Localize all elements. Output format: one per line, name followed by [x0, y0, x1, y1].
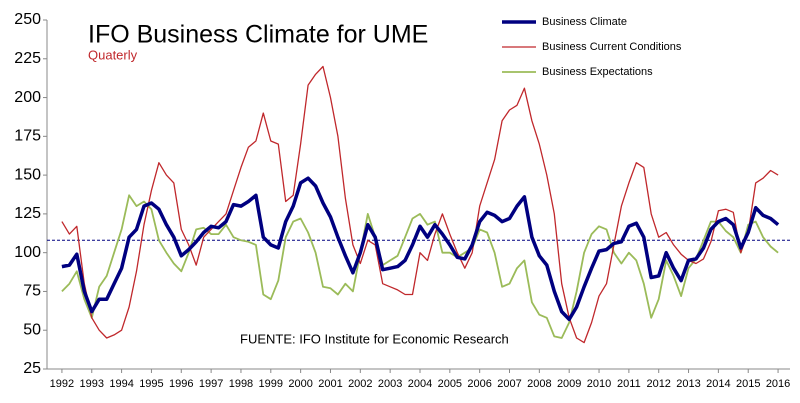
- x-tick-label: 1992: [50, 378, 74, 390]
- legend-label: Business Current Conditions: [542, 41, 682, 53]
- x-tick-label: 1994: [109, 378, 133, 390]
- y-tick-label: 175: [14, 128, 41, 145]
- x-tick-label: 2001: [318, 378, 342, 390]
- chart-subtitle: Quaterly: [88, 47, 138, 62]
- x-tick-label: 2011: [617, 378, 641, 390]
- y-tick-label: 125: [14, 205, 41, 222]
- chart-title: IFO Business Climate for UME: [88, 21, 428, 49]
- x-tick-label: 1993: [80, 378, 104, 390]
- x-tick-label: 2016: [766, 378, 790, 390]
- y-tick-label: 50: [23, 321, 41, 338]
- x-tick-label: 1996: [169, 378, 193, 390]
- series-line: [61, 194, 779, 339]
- y-tick-label: 150: [14, 166, 41, 183]
- y-tick-label: 100: [14, 244, 41, 261]
- x-tick-label: 2002: [348, 378, 372, 390]
- x-tick-label: 2007: [497, 378, 521, 390]
- series-line: [61, 65, 779, 344]
- y-tick-label: 75: [23, 283, 41, 300]
- x-tick-label: 2010: [587, 378, 611, 390]
- x-tick-label: 1997: [199, 378, 223, 390]
- source-note: FUENTE: IFO Institute for Economic Resea…: [240, 331, 509, 346]
- x-tick-label: 2015: [736, 378, 760, 390]
- x-tick-label: 1998: [229, 378, 253, 390]
- x-tick-label: 2003: [378, 378, 402, 390]
- x-tick-label: 2013: [676, 378, 700, 390]
- y-tick-label: 200: [14, 89, 41, 106]
- x-tick-label: 2009: [557, 378, 581, 390]
- x-tick-label: 1999: [259, 378, 283, 390]
- x-tick-label: 2012: [646, 378, 670, 390]
- x-tick-label: 1995: [139, 378, 163, 390]
- x-tick-label: 2008: [527, 378, 551, 390]
- x-tick-label: 2000: [288, 378, 312, 390]
- legend-label: Business Climate: [542, 16, 627, 28]
- x-tick-label: 2014: [706, 378, 730, 390]
- series-line: [61, 176, 780, 322]
- y-tick-label: 225: [14, 50, 41, 67]
- legend-label: Business Expectations: [542, 66, 653, 78]
- y-tick-label: 250: [14, 11, 41, 28]
- x-tick-label: 2005: [438, 378, 462, 390]
- x-tick-label: 2006: [467, 378, 491, 390]
- x-tick-label: 2004: [408, 378, 432, 390]
- y-tick-label: 25: [23, 360, 41, 377]
